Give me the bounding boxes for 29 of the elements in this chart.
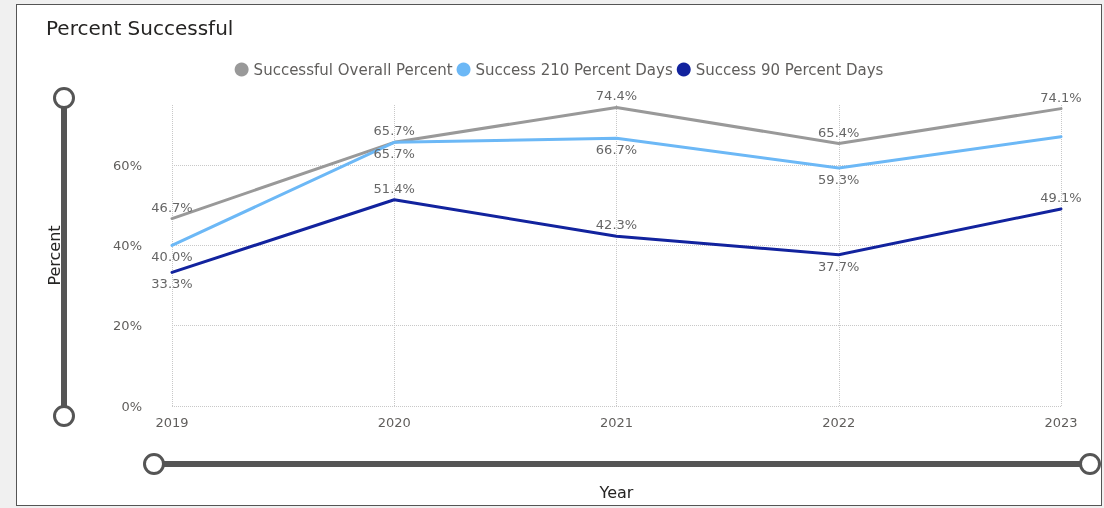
y-tick-label: 0% — [121, 398, 142, 414]
legend-label: Success 90 Percent Days — [695, 60, 884, 79]
x-tick-label: 2020 — [377, 415, 411, 430]
data-label: 65.4% — [818, 124, 860, 140]
data-label: 49.1% — [1040, 189, 1082, 205]
data-label: 59.3% — [818, 172, 860, 188]
y-axis-title: Percent — [44, 225, 64, 286]
x-tick-label: 2019 — [155, 415, 189, 430]
data-label: 46.7% — [151, 199, 193, 215]
data-label: 51.4% — [373, 180, 415, 196]
legend-label: Successful Overall Percent — [253, 60, 453, 79]
data-label: 37.7% — [818, 258, 860, 274]
x-tick-label: 2021 — [599, 415, 634, 430]
data-label: 42.3% — [595, 217, 638, 233]
legend-label: Success 210 Percent Days — [475, 60, 673, 79]
data-label: 74.4% — [595, 88, 638, 104]
y-tick-label: 40% — [113, 237, 142, 253]
data-label: 74.1% — [1040, 89, 1082, 105]
data-label: 65.7% — [373, 146, 415, 162]
data-label: 65.7% — [373, 123, 415, 139]
data-label: 33.3% — [151, 276, 193, 292]
chart-title: Percent Successful — [46, 16, 234, 40]
y-tick-label: 60% — [113, 157, 142, 173]
data-label: 40.0% — [151, 249, 193, 265]
data-label: 66.7% — [595, 142, 638, 158]
x-tick-label: 2023 — [1044, 415, 1078, 430]
x-tick-label: 2022 — [822, 415, 856, 430]
x-axis-title: Year — [598, 482, 634, 502]
y-tick-label: 20% — [113, 318, 142, 334]
